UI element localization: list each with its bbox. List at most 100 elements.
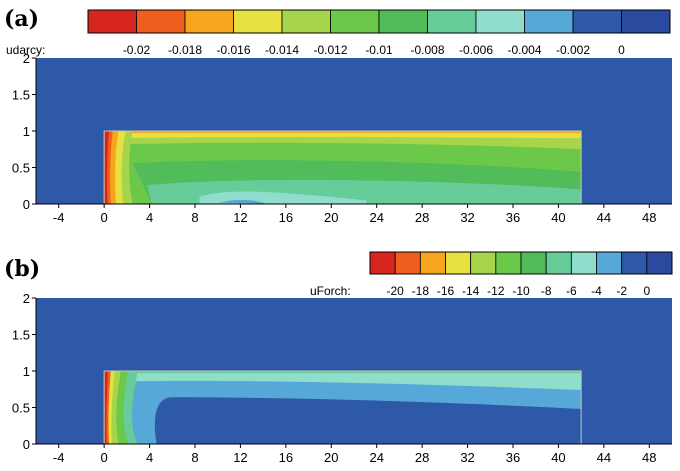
colorbar-frame [87,9,671,34]
colorbar-swatch [621,251,648,275]
colorbar-swatch [419,251,446,275]
x-tick-label: 24 [369,210,383,225]
colorbar-swatch [330,9,380,34]
contour-band [154,397,582,444]
colorbar: uForch: -20 -18 -16 -14 -12 -10 -8 -6 -4 -2 0 [310,251,673,298]
colorbar-swatch [475,9,525,34]
x-tick-label: 28 [415,210,429,225]
contour-band [104,371,108,444]
y-tick-label: 0.5 [12,401,30,416]
x-tick-label: 0 [101,210,108,225]
colorbar-tick-label: 0 [618,43,625,57]
colorbar-tick-label: -0.008 [410,43,444,57]
x-tick-label: -4 [53,450,65,465]
y-tick-label: 1 [23,124,30,139]
x-tick-label: 40 [551,210,565,225]
colorbar-tick-label: -0.02 [123,43,151,57]
x-tick-label: -4 [53,210,65,225]
colorbar-tick-label: -0.01 [365,43,393,57]
colorbar-swatch [233,9,283,34]
colorbar-swatch [427,9,477,34]
panel-label: (b) [4,256,40,282]
y-tick-label: 0 [23,197,30,212]
colorbar-swatch [545,251,572,275]
colorbar-swatch [524,9,574,34]
x-tick-label: 8 [191,210,198,225]
colorbar-tick-label: -18 [412,284,430,298]
colorbar-swatch [394,251,421,275]
field-region [104,131,582,204]
colorbar-tick-label: -0.004 [507,43,541,57]
x-tick-label: 12 [233,450,247,465]
colorbar-tick-label: -0.016 [216,43,250,57]
colorbar-tick-label: -0.002 [556,43,590,57]
x-tick-label: 32 [460,210,474,225]
y-tick-label: 0.5 [12,161,30,176]
colorbar-swatch [136,9,186,34]
colorbar-frame [369,251,673,275]
x-tick-label: 12 [233,210,247,225]
colorbar-swatch [378,9,428,34]
x-tick-label: 16 [279,210,293,225]
colorbar-swatch [470,251,497,275]
x-tick-label: 36 [506,210,520,225]
x-tick-label: 40 [551,450,565,465]
field-region [104,371,582,444]
x-tick-label: 48 [642,450,656,465]
colorbar-tick-label: -20 [386,284,404,298]
y-tick-label: 1.5 [12,328,30,343]
y-tick-label: 2 [23,51,30,66]
colorbar: udarcy: -0.02 -0.018 -0.016 -0.014 -0.012 -0.0… [6,9,671,57]
contour-band [104,131,109,204]
x-tick-label: 48 [642,210,656,225]
x-tick-label: 20 [324,450,338,465]
x-tick-label: 44 [597,450,611,465]
colorbar-tick-label: -12 [487,284,505,298]
colorbar-tick-label: -0.006 [459,43,493,57]
x-tick-label: 16 [279,450,293,465]
colorbar-tick-label: -6 [566,284,577,298]
x-tick-label: 8 [191,450,198,465]
panel-label: (a) [4,6,39,32]
contour-band [104,131,582,134]
colorbar-swatch [369,251,396,275]
contour-band [104,371,582,390]
colorbar-swatch [572,9,622,34]
contour-band [218,199,267,204]
y-tick-label: 1.5 [12,88,30,103]
colorbar-swatch [281,9,331,34]
x-tick-label: 20 [324,210,338,225]
colorbar-tick-label: -0.018 [168,43,202,57]
colorbar-swatch [520,251,547,275]
colorbar-swatch [495,251,522,275]
x-tick-label: 24 [369,450,383,465]
colorbar-swatch [621,9,671,34]
x-tick-label: 32 [460,450,474,465]
colorbar-tick-label: -8 [541,284,552,298]
colorbar-swatch [646,251,673,275]
colorbar-tick-label: -4 [591,284,602,298]
colorbar-tick-label: -14 [462,284,480,298]
colorbar-swatch [184,9,234,34]
colorbar-tick-label: -0.012 [313,43,347,57]
colorbar-swatch [596,251,623,275]
panel-a: (a)udarcy: -0.02 -0.018 -0.016 -0.014 -0.012-… [4,6,672,225]
colorbar-tick-label: -0.014 [265,43,299,57]
x-tick-label: 4 [146,450,153,465]
colorbar-tick-label: -10 [512,284,530,298]
x-tick-label: 36 [506,450,520,465]
colorbar-tick-label: -2 [616,284,627,298]
contour-band [104,371,582,374]
colorbar-variable-name: uForch: [310,284,351,298]
y-tick-label: 0 [23,437,30,452]
x-tick-label: 44 [597,210,611,225]
x-tick-label: 4 [146,210,153,225]
colorbar-variable-name: udarcy: [6,43,45,57]
x-tick-label: 28 [415,450,429,465]
panel-b: (b)uForch: -20 -18 -16 -14 -12 -10 -8 -6 -4 -2 000.… [4,251,673,465]
colorbar-swatch [445,251,472,275]
colorbar-tick-label: 0 [643,284,650,298]
colorbar-tick-label: -16 [437,284,455,298]
colorbar-swatch [87,9,137,34]
